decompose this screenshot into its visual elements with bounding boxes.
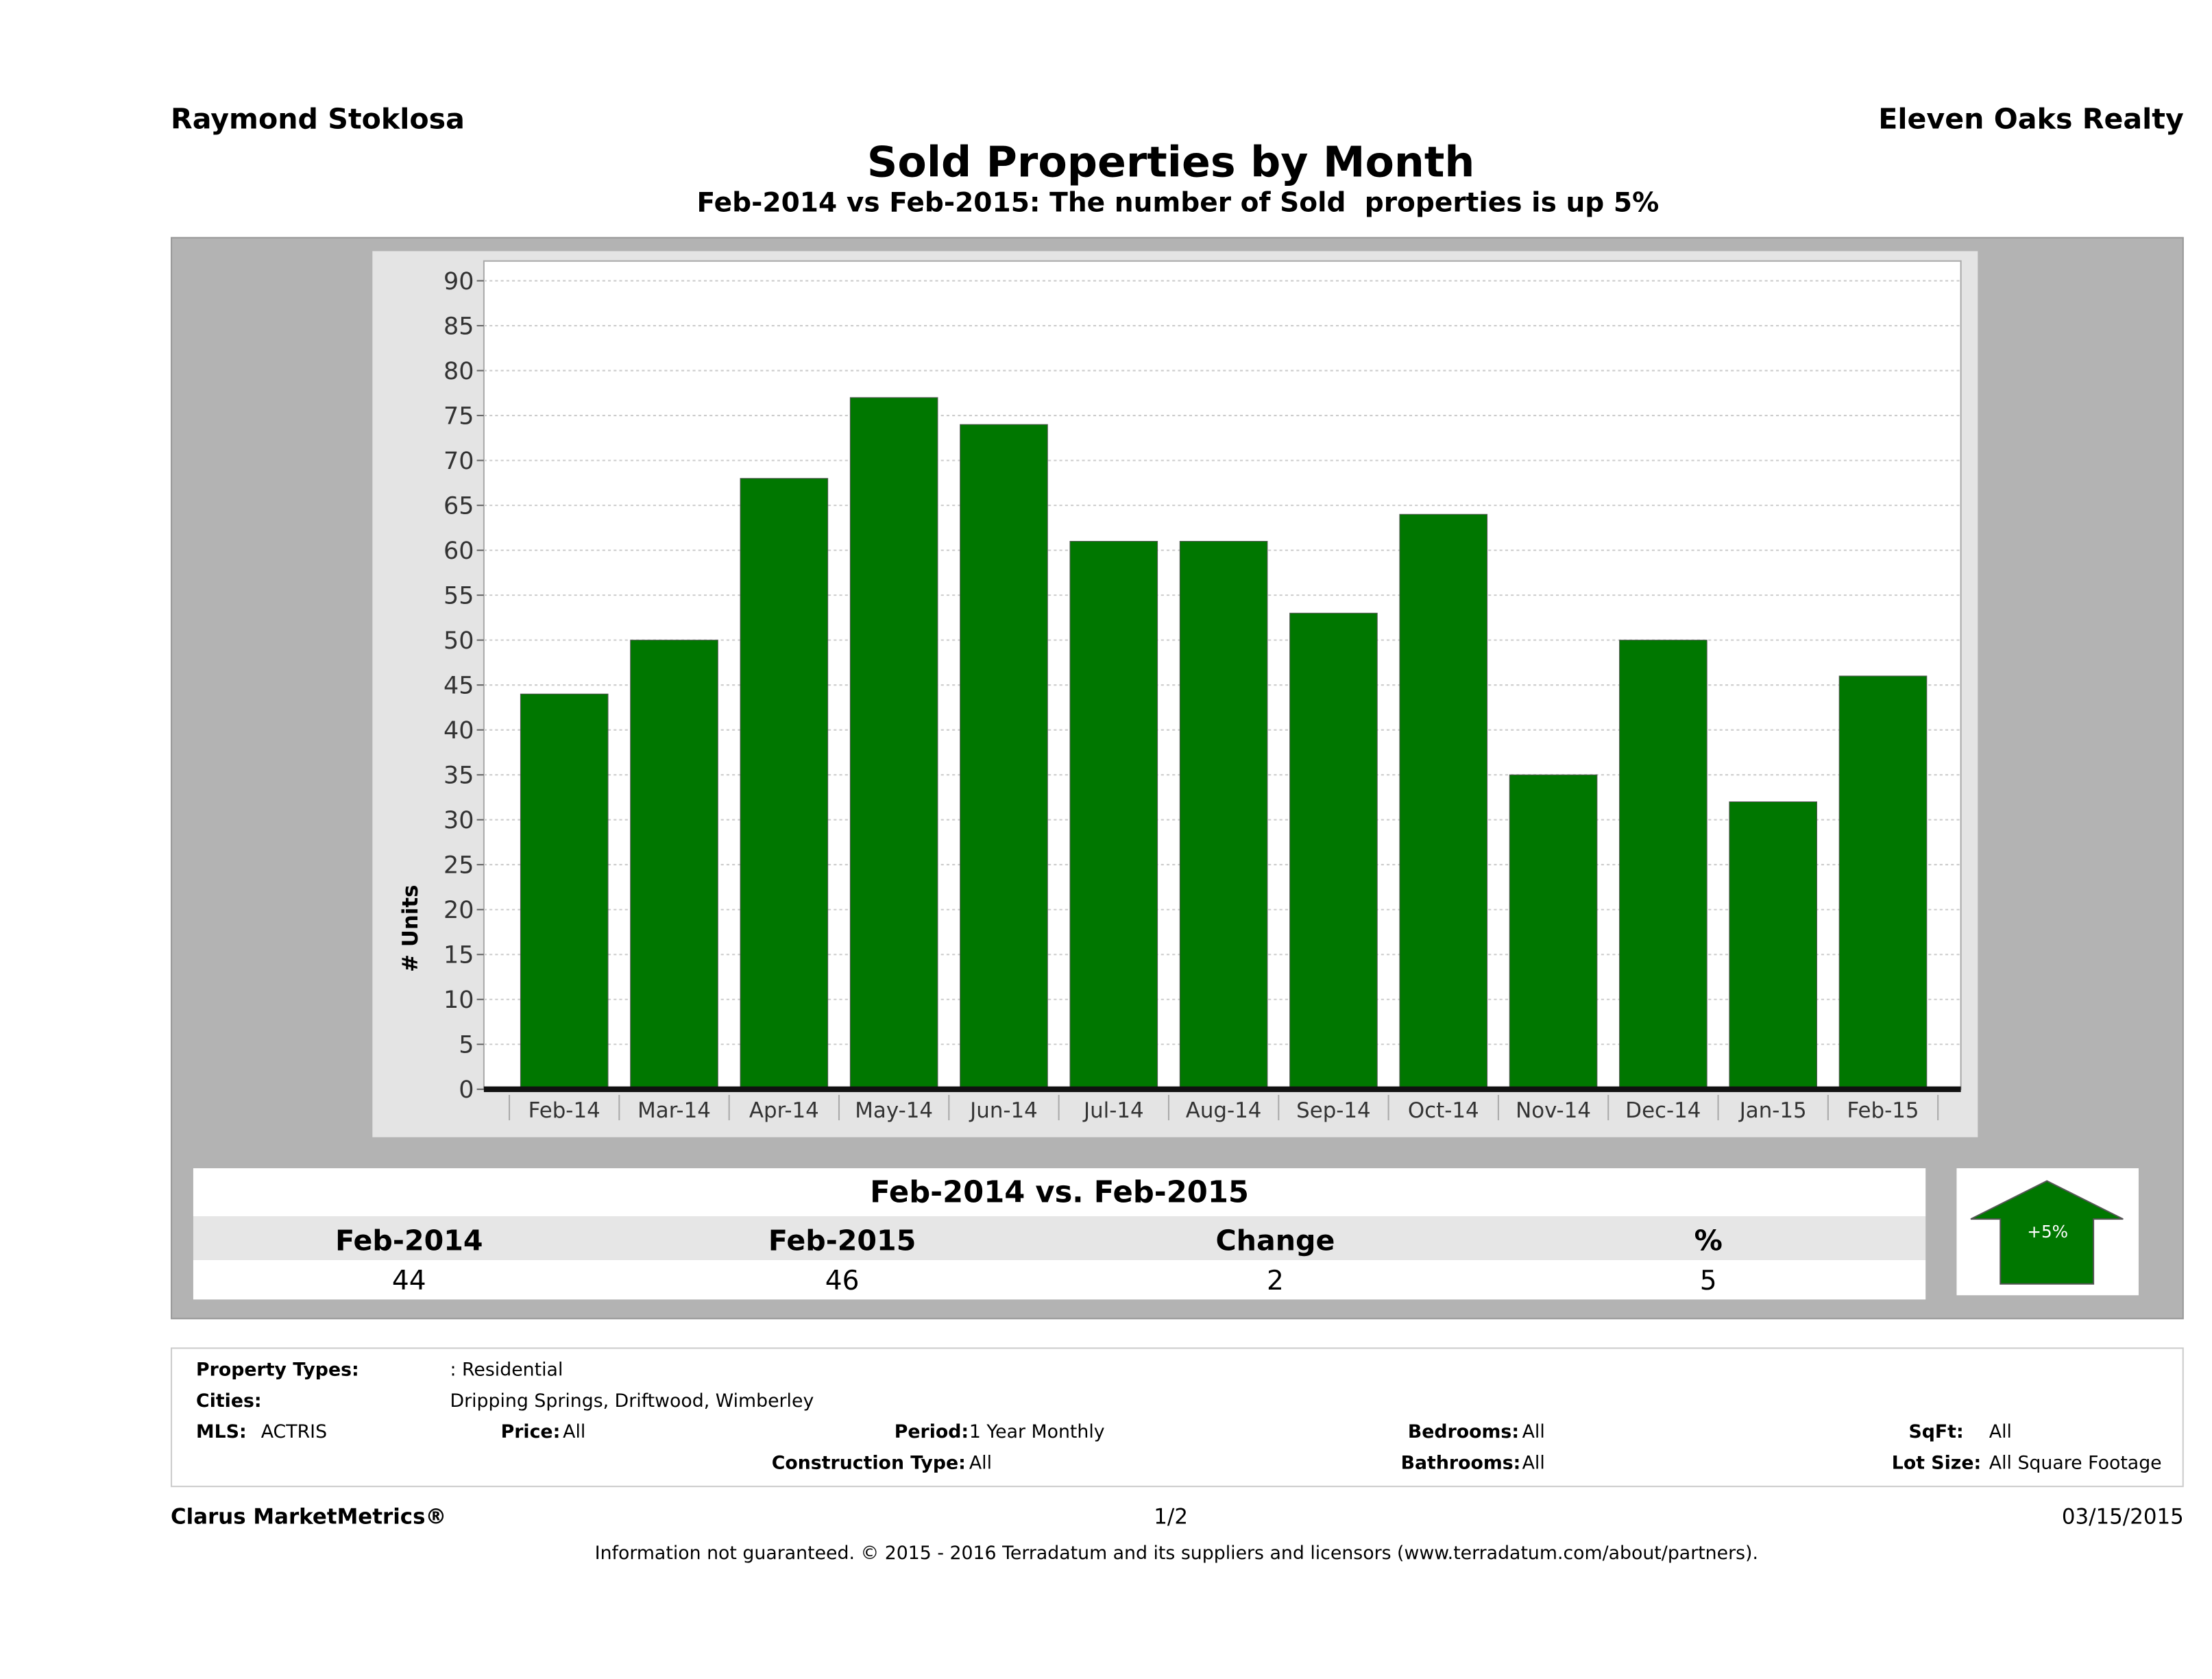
filter-value: All [1989, 1422, 2012, 1444]
bar-chart: 0 5 10 15 20 25 30 35 40 45 50 55 60 65 70 75 80 85 90 Feb-… [398, 260, 1962, 1123]
summary-header: % [1694, 1223, 1723, 1257]
filter-value: All [1522, 1422, 1545, 1444]
filter-label: Lot Size: [1891, 1453, 1982, 1475]
x-tick-label: Jun-14 [969, 1098, 1038, 1123]
filter-label: SqFt: [1908, 1422, 1964, 1444]
filter-label: Bathrooms: [1400, 1453, 1521, 1475]
bar-Feb-14 [520, 693, 609, 1090]
y-tick-label: 75 [443, 402, 474, 430]
bar-Dec-14 [1619, 640, 1707, 1090]
y-tick-label: 30 [443, 807, 474, 834]
bar-Nov-14 [1509, 774, 1598, 1090]
filter-value: ACTRIS [260, 1422, 328, 1444]
report-date: 03/15/2015 [2061, 1503, 2184, 1530]
filter-value: All [563, 1422, 586, 1444]
page-title: Sold Properties by Month [866, 138, 1475, 188]
bar-Apr-14 [740, 478, 829, 1090]
y-tick-label: 90 [443, 268, 474, 295]
filter-label: Period: [894, 1422, 969, 1444]
y-tick-label: 5 [459, 1032, 474, 1059]
summary-value: 46 [825, 1266, 860, 1297]
up-arrow-icon [1970, 1180, 2124, 1285]
change-badge: +5% [1956, 1168, 2139, 1296]
x-tick-label: Dec-14 [1625, 1098, 1701, 1123]
filter-label: MLS: [196, 1422, 247, 1444]
filter-value: All [969, 1453, 993, 1475]
x-tick-label: Aug-14 [1186, 1098, 1262, 1123]
x-tick-label: Mar-14 [637, 1098, 711, 1123]
filter-label: Construction Type: [771, 1453, 966, 1475]
x-tick-label: Jan-15 [1738, 1098, 1807, 1123]
y-tick-label: 60 [443, 537, 474, 565]
filter-value: All Square Footage [1989, 1453, 2162, 1475]
y-tick-label: 50 [443, 627, 474, 655]
y-axis-label: # Units [398, 885, 423, 972]
summary-header: Feb-2015 [768, 1223, 916, 1257]
x-tick-label: Sep-14 [1296, 1098, 1371, 1123]
filter-label: Property Types: [196, 1360, 359, 1381]
filter-label: Cities: [196, 1391, 262, 1413]
bar-Jul-14 [1069, 541, 1158, 1090]
y-tick-label: 45 [443, 673, 474, 700]
y-tick-label: 85 [443, 313, 474, 340]
x-tick-label: May-14 [855, 1098, 933, 1123]
summary-value: 2 [1266, 1266, 1284, 1297]
y-tick-label: 80 [443, 358, 474, 385]
y-tick-label: 55 [443, 582, 474, 609]
filter-label: Bedrooms: [1407, 1422, 1520, 1444]
agent-name: Raymond Stoklosa [171, 101, 465, 136]
bar-Jan-15 [1729, 801, 1818, 1090]
x-tick-label: Nov-14 [1516, 1098, 1591, 1123]
filter-summary: Property Types: : Residential Cities: Dr… [171, 1347, 2184, 1488]
brokerage-name: Eleven Oaks Realty [1878, 101, 2184, 136]
x-tick-label: Oct-14 [1408, 1098, 1479, 1123]
page-number: 1/2 [1154, 1503, 1188, 1530]
x-tick-label: Feb-15 [1847, 1098, 1919, 1123]
summary-value: 44 [391, 1266, 426, 1297]
y-tick-label: 15 [443, 942, 474, 969]
y-tick-label: 40 [443, 717, 474, 745]
filter-value: 1 Year Monthly [969, 1422, 1105, 1444]
footer-brand: Clarus MarketMetrics® [171, 1503, 447, 1530]
bar-Aug-14 [1179, 541, 1268, 1090]
filter-value: Dripping Springs, Driftwood, Wimberley [450, 1391, 814, 1413]
y-tick-label: 10 [443, 987, 474, 1014]
y-tick-label: 35 [443, 762, 474, 790]
page-subtitle: Feb-2014 vs Feb-2015: The number of Sold… [696, 187, 1660, 219]
y-tick-label: 0 [459, 1076, 474, 1104]
x-axis-line [483, 1086, 1961, 1092]
bar-May-14 [849, 397, 938, 1090]
summary-header-row: Feb-2014 Feb-2015 Change % [193, 1216, 1926, 1260]
x-tick-label: Feb-14 [528, 1098, 600, 1123]
disclaimer: Information not guaranteed. © 2015 - 201… [594, 1543, 1759, 1565]
y-tick-label: 70 [443, 448, 474, 475]
summary-header: Feb-2014 [335, 1223, 483, 1257]
summary-value-row: 44 46 2 5 [193, 1259, 1926, 1300]
bar-Mar-14 [630, 640, 718, 1090]
filter-label: Price: [500, 1422, 561, 1444]
filter-value: : Residential [450, 1360, 563, 1381]
filter-value: All [1522, 1453, 1545, 1475]
bar-Jun-14 [960, 424, 1048, 1090]
x-tick-label: Apr-14 [749, 1098, 819, 1123]
summary-title: Feb-2014 vs. Feb-2015 [870, 1175, 1250, 1209]
y-tick-label: 20 [443, 897, 474, 924]
change-badge-label: +5% [2027, 1222, 2069, 1242]
y-tick-label: 25 [443, 852, 474, 880]
y-tick-label: 65 [443, 492, 474, 520]
bar-Feb-15 [1838, 675, 1928, 1090]
x-tick-label: Jul-14 [1082, 1098, 1144, 1123]
bar-Oct-14 [1399, 514, 1488, 1090]
summary-header: Change [1215, 1223, 1335, 1257]
bar-Sep-14 [1289, 612, 1378, 1090]
summary-value: 5 [1699, 1266, 1717, 1297]
